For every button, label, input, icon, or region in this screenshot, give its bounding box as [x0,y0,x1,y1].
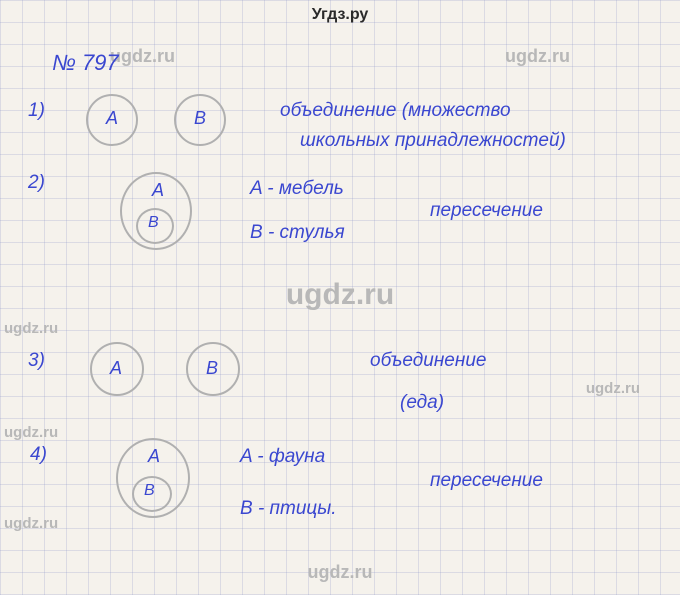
circle-label-B: B [148,214,159,232]
page-header: Угдз.ру [0,6,680,24]
watermark: ugdz.ru [586,380,640,397]
item-number-1: 1) [28,100,45,122]
circle-label-B: B [144,482,155,500]
note-1-line2: школьных принадлежностей) [300,128,566,154]
circle-label-A: A [110,358,122,379]
note-2A: A - мебель [250,176,344,202]
note-3-line2: (еда) [400,390,444,416]
note-4B: B - птицы. [240,496,337,522]
watermark: ugdz.ru [4,320,58,337]
item-number-4: 4) [30,444,47,466]
watermark-center: ugdz.ru [286,278,394,312]
circle-label-B: B [194,108,206,129]
watermark: ugdz.ru [4,515,58,532]
watermark: ugdz.ru [308,562,373,583]
circle-label-A: A [106,108,118,129]
note-2B: B - стулья [250,220,345,246]
note-1-line1: объединение (множество [280,98,511,124]
item-number-3: 3) [28,350,45,372]
problem-number: № 797 [52,50,119,76]
watermark: ugdz.ru [110,46,175,67]
watermark: ugdz.ru [505,46,570,67]
note-4-side: пересечение [430,468,543,494]
note-2-side: пересечение [430,198,543,224]
note-3-line1: объединение [370,348,486,374]
watermark: ugdz.ru [4,424,58,441]
note-4A: A - фауна [240,444,325,470]
circle-label-A: A [148,446,160,467]
circle-label-B: B [206,358,218,379]
item-number-2: 2) [28,172,45,194]
circle-label-A: A [152,180,164,201]
